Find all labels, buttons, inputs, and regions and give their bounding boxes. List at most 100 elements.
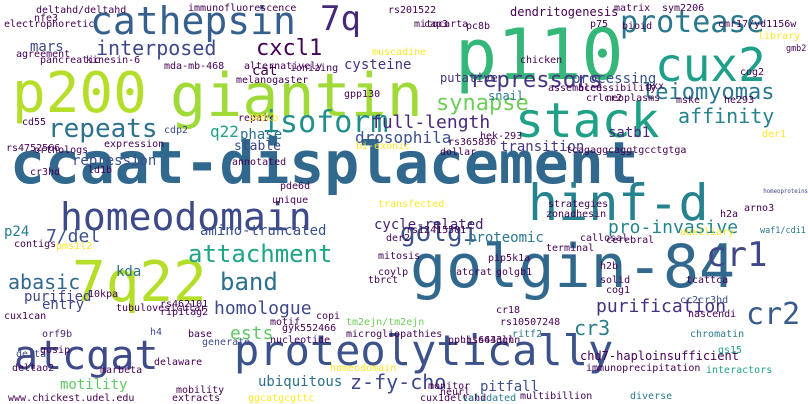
word: rip1tag2	[160, 307, 209, 318]
word: repeats	[48, 114, 158, 144]
word: 340kb	[248, 113, 279, 124]
word: cr2cr3hd	[680, 295, 729, 306]
word: cat	[252, 63, 278, 79]
word: delaware	[154, 357, 203, 368]
word: golgb1	[496, 267, 533, 278]
word: monitor	[428, 381, 471, 392]
word: ld1b	[88, 165, 113, 176]
word: immunoprecipitation	[586, 363, 701, 374]
word: motility	[60, 377, 128, 393]
word: synapse	[436, 91, 529, 116]
word: rs10507248	[500, 317, 561, 328]
word: muscadine	[372, 47, 427, 58]
word: chromatin	[690, 329, 745, 340]
word: hek-293	[480, 131, 523, 142]
word: sym2206	[662, 3, 705, 14]
word: zonadhesin	[546, 209, 607, 220]
word: transition	[500, 139, 585, 155]
word: kinesin-6	[86, 55, 141, 66]
word: ests	[230, 323, 274, 344]
word: der1	[762, 129, 787, 140]
word: dollar	[440, 147, 477, 158]
word: gxx	[646, 81, 665, 92]
word: base	[188, 329, 213, 340]
word: p110	[455, 14, 624, 96]
word: affinity	[678, 104, 775, 128]
word: diverse	[630, 391, 673, 402]
word: mobility	[176, 385, 225, 396]
word: he293	[724, 95, 755, 106]
word: mitosis	[378, 251, 421, 262]
word: melanogaster	[236, 75, 309, 86]
word: p24	[4, 224, 30, 240]
word: bioid	[622, 21, 653, 32]
word: homologue	[214, 298, 312, 319]
word: orthologs	[34, 145, 89, 156]
word: arno3	[744, 203, 775, 214]
word: multibillion	[520, 391, 593, 402]
word: neoplasms	[606, 93, 661, 104]
word: p.his643gln	[454, 335, 521, 346]
word: golgi	[400, 218, 479, 248]
word: microgliopathies	[346, 329, 443, 340]
word: purification	[596, 296, 727, 317]
word: leiomyomas	[642, 80, 775, 105]
word: cog2	[740, 67, 765, 78]
word: p200	[12, 61, 147, 126]
word: satb1	[608, 125, 651, 141]
word: z-fy-cho	[350, 370, 447, 394]
word: rs201522	[388, 5, 437, 16]
word: p75	[590, 19, 609, 30]
word: gyk552466	[282, 323, 337, 334]
word: chicken	[520, 55, 563, 66]
word: der2	[386, 233, 411, 244]
word: ccaat-displacement	[10, 129, 639, 197]
word: cysteine	[344, 57, 412, 73]
word: cux1deltahd	[420, 393, 487, 404]
word: unique	[272, 195, 309, 206]
word: deltahd/deltahd	[36, 5, 127, 16]
word: cd55	[22, 117, 47, 128]
word: pip5k1a	[488, 253, 531, 264]
word: crlcr2	[586, 93, 623, 104]
word: cr3	[574, 316, 611, 340]
word: coylp	[378, 267, 409, 278]
word: matrix	[614, 3, 651, 14]
word: band	[220, 268, 278, 296]
word: tbrct	[368, 275, 399, 286]
word: tcagaggcaggtgcctgtga	[566, 145, 687, 156]
word: deltao2	[12, 363, 55, 374]
word: mars	[30, 39, 64, 55]
word: tm2ejn/tm2ejn	[346, 317, 425, 328]
word: chd7-haploinsufficient	[580, 349, 739, 363]
word: cr3hd	[30, 167, 61, 178]
word: waf1/cdi1	[760, 225, 806, 235]
word: assembled	[548, 83, 603, 94]
word: homeodomain	[60, 195, 312, 239]
word: repressors	[470, 68, 603, 93]
word: delta	[16, 349, 47, 360]
word: alternatively	[244, 61, 323, 72]
word: marbeta	[100, 365, 143, 376]
word: putative	[440, 71, 498, 85]
word: annotated	[232, 157, 287, 168]
word: stable	[234, 139, 281, 154]
word: gpp130	[344, 89, 381, 100]
word: 7/del	[46, 226, 101, 247]
word: snail	[488, 89, 525, 103]
word: gosip	[40, 345, 71, 356]
word: h4	[150, 327, 163, 338]
word: interposed	[96, 36, 217, 60]
word: repression	[72, 153, 157, 169]
word: nascendi	[688, 309, 737, 320]
word: library	[758, 31, 801, 42]
word: homeoproteins	[763, 189, 808, 195]
word: cux1can	[4, 311, 47, 322]
word: mske	[676, 95, 701, 106]
word: ritf2	[512, 329, 543, 340]
word: gmb2	[786, 43, 807, 53]
word: auxiliary	[680, 227, 735, 238]
word: homeodomain	[330, 363, 397, 374]
word: cmr17/yd1156w	[718, 19, 797, 30]
